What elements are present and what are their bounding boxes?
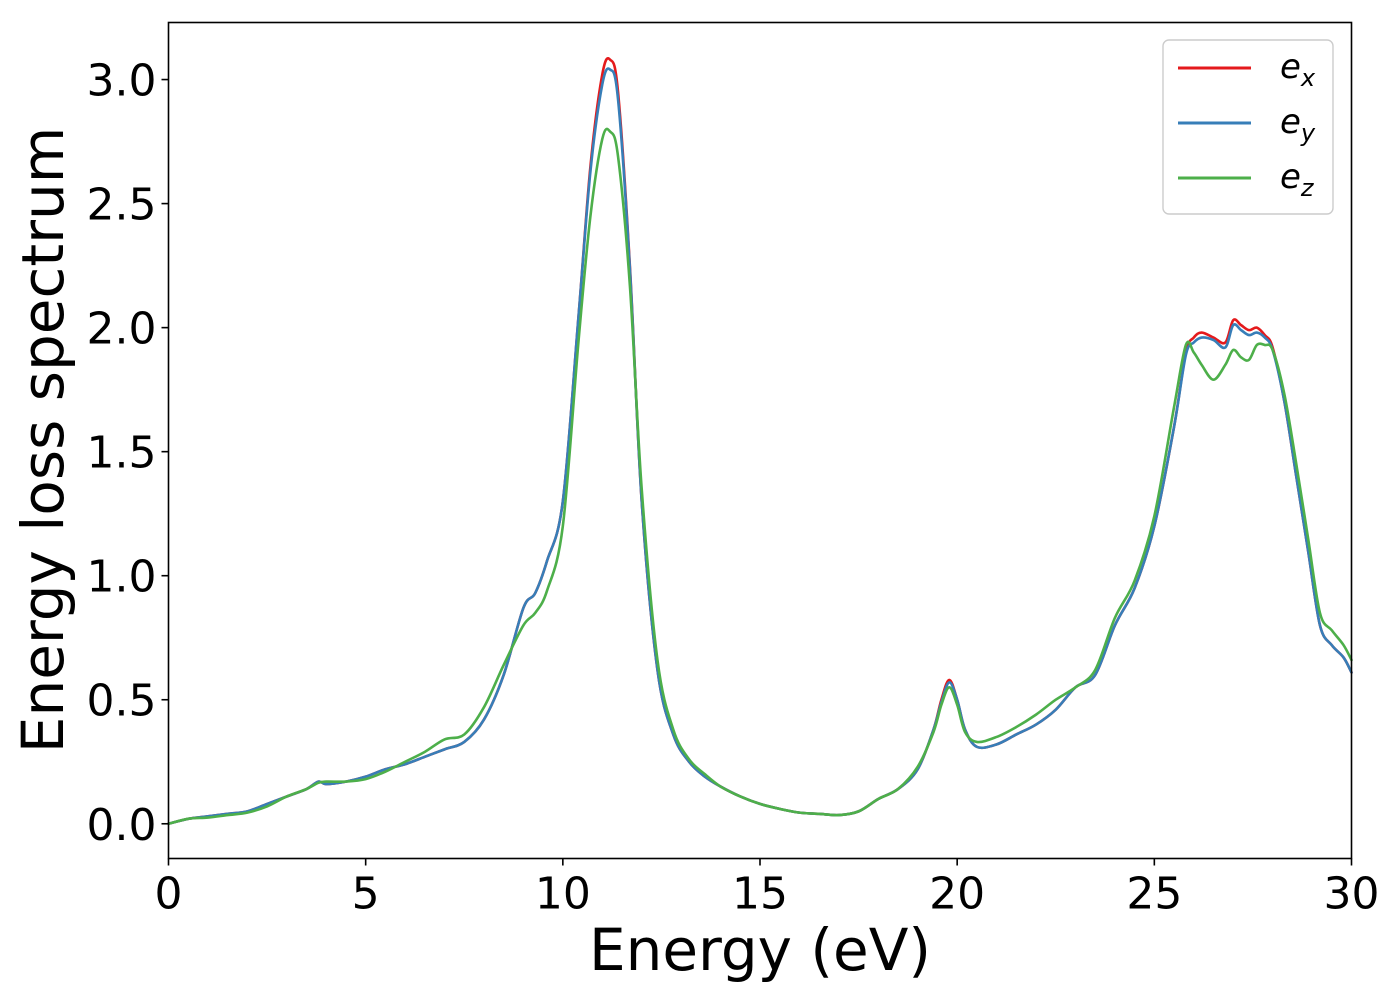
y-axis-label: Energy loss spectrum: [9, 127, 77, 753]
x-axis-label: Energy (eV): [589, 916, 931, 984]
legend-label-ez: ez: [1280, 157, 1315, 202]
legend: ex ey ez: [1162, 39, 1334, 215]
y-tick-label: 2.5: [87, 180, 157, 231]
x-tick-label: 15: [732, 869, 788, 920]
y-tick-label: 0.5: [87, 676, 157, 727]
legend-label-ex: ex: [1280, 47, 1316, 92]
x-tick-label: 25: [1126, 869, 1182, 920]
x-tick-label: 10: [535, 869, 591, 920]
x-tick-label: 0: [155, 869, 183, 920]
x-tick-label: 30: [1324, 869, 1380, 920]
y-tick-label: 3.0: [87, 56, 157, 107]
legend-label-ey: ey: [1280, 102, 1316, 147]
x-tick-label: 5: [352, 869, 380, 920]
series-line-ez: [167, 127, 1353, 826]
legend-box: [1162, 39, 1334, 215]
y-tick-label: 2.0: [87, 304, 157, 355]
y-tick-label: 1.0: [87, 552, 157, 603]
series-layer: [167, 57, 1353, 826]
y-tick-label: 1.5: [87, 428, 157, 479]
legend-items: ex ey ez: [1178, 47, 1316, 202]
y-tick-label: 0.0: [87, 800, 157, 851]
x-tick-label: 20: [929, 869, 985, 920]
ticks-layer: 0 5 10 15 20 25 30 0.0 0.5 1.0 1.5 2.0 2.5 3.0: [87, 56, 1380, 920]
